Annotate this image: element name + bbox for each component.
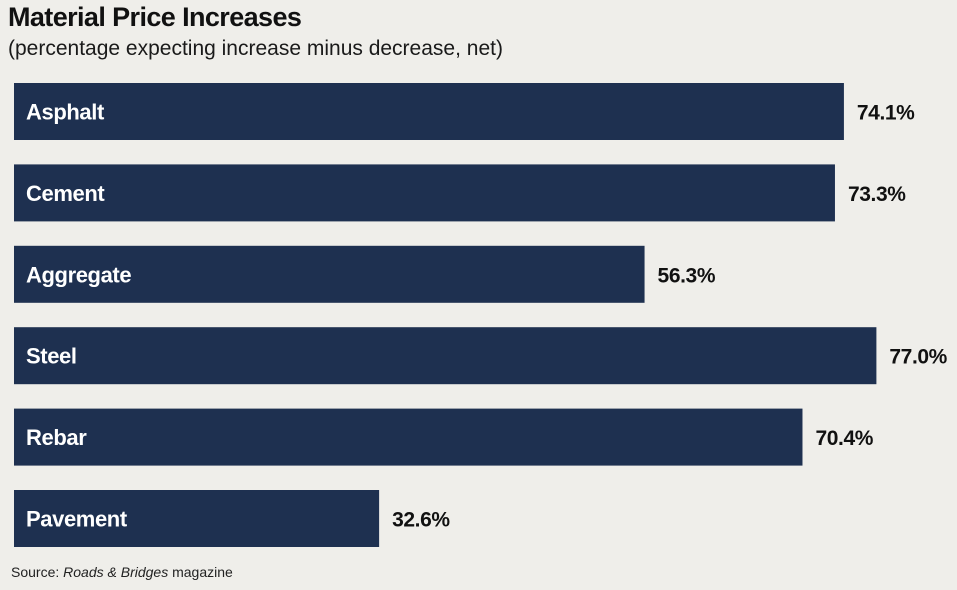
value-label-asphalt: 74.1% [857,102,915,125]
source-prefix: Source: [11,564,64,580]
value-label-pavement: 32.6% [392,509,450,532]
value-label-steel: 77.0% [889,346,947,369]
category-label-aggregate: Aggregate [26,262,131,287]
source-publication: Roads & Bridges [63,564,169,580]
category-label-pavement: Pavement [26,507,128,532]
bar-steel [14,327,877,385]
bar-chart: Asphalt 74.1% Cement 73.3% Aggregate 56.3% Ste… [14,83,948,547]
category-label-asphalt: Asphalt [26,100,105,125]
value-label-rebar: 70.4% [815,427,873,450]
bar-asphalt [14,83,844,140]
value-label-cement: 73.3% [848,183,906,206]
bar-aggregate [14,245,645,303]
bar-rebar [14,408,803,466]
bar-pavement [14,490,380,547]
category-label-steel: Steel [26,344,77,369]
bar-cement [14,164,835,222]
chart-title: Material Price Increases [8,2,302,32]
value-label-aggregate: 56.3% [658,264,716,287]
category-label-cement: Cement [26,181,105,206]
category-label-rebar: Rebar [26,425,87,450]
chart-subtitle: (percentage expecting increase minus dec… [8,37,503,60]
source-note: Source: Roads & Bridges magazine [11,564,233,580]
source-suffix: magazine [168,564,233,580]
